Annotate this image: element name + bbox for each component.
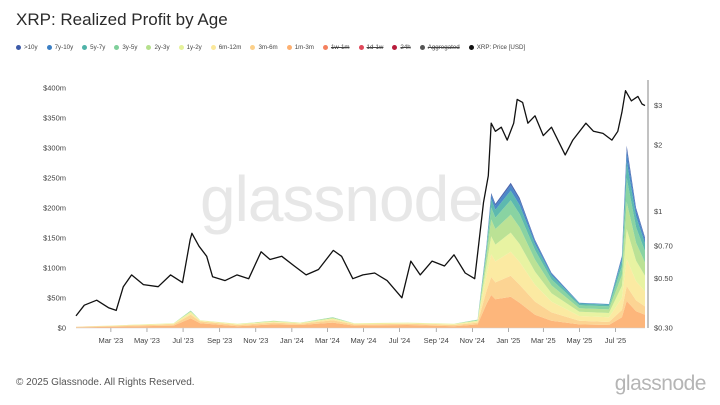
legend-label: 1d-1w bbox=[366, 44, 384, 51]
legend-label: 5y-7y bbox=[90, 44, 106, 51]
legend-label: 3y-5y bbox=[122, 44, 138, 51]
y-left-tick-label: $0 bbox=[58, 324, 66, 333]
x-tick-label: Mar '24 bbox=[315, 336, 340, 345]
legend-dot-icon bbox=[146, 45, 152, 50]
legend-label: 7y-10y bbox=[54, 44, 74, 51]
x-tick-label: May '23 bbox=[134, 336, 160, 345]
copyright-text: © 2025 Glassnode. All Rights Reserved. bbox=[16, 377, 195, 388]
x-tick-label: Sep '24 bbox=[424, 336, 449, 345]
x-tick-label: Mar '25 bbox=[531, 336, 556, 345]
y-left-tick-label: $200m bbox=[43, 204, 66, 213]
y-right-tick-label: $0.70 bbox=[654, 242, 673, 251]
x-tick-label: Mar '23 bbox=[99, 336, 124, 345]
legend-item[interactable]: 2y-3y bbox=[146, 44, 170, 51]
legend-item[interactable]: 5y-7y bbox=[82, 44, 105, 51]
legend-item[interactable]: 3m-6m bbox=[250, 44, 278, 51]
area-series-3m-6m bbox=[76, 275, 645, 328]
y-left-tick-label: $350m bbox=[43, 114, 66, 123]
x-tick-label: Jul '24 bbox=[389, 336, 410, 345]
area-series-6m-12m bbox=[76, 251, 645, 327]
x-tick-label: Nov '23 bbox=[243, 336, 268, 345]
y-right-tick-label: $1 bbox=[654, 207, 662, 216]
chart-title: XRP: Realized Profit by Age bbox=[16, 10, 228, 29]
legend-item[interactable]: Aggregated bbox=[419, 44, 460, 51]
legend-dot-icon bbox=[178, 45, 184, 50]
legend-item[interactable]: 1w-1m bbox=[322, 44, 350, 51]
price-line bbox=[75, 90, 646, 317]
legend-dot-icon bbox=[114, 45, 120, 50]
area-series-5y-7y bbox=[76, 161, 645, 327]
y-left-tick-label: $250m bbox=[43, 174, 66, 183]
legend-label: 3m-6m bbox=[258, 44, 278, 51]
x-tick-label: Sep '23 bbox=[207, 336, 232, 345]
legend-item[interactable]: 7y-10y bbox=[46, 44, 74, 51]
legend-item[interactable]: XRP: Price [USD] bbox=[468, 44, 526, 51]
y-right-tick-label: $3 bbox=[654, 101, 662, 110]
y-right-tick-label: $2 bbox=[654, 140, 662, 149]
glassnode-logo: glassnode bbox=[614, 372, 707, 395]
area-series-3y-5y bbox=[76, 178, 645, 327]
legend-item[interactable]: 6m-12m bbox=[210, 44, 242, 51]
x-tick-label: May '25 bbox=[566, 336, 592, 345]
y-left-tick-label: $50m bbox=[47, 294, 66, 303]
legend-item[interactable]: 1d-1w bbox=[358, 44, 384, 51]
legend-label: 1m-3m bbox=[294, 44, 314, 51]
x-tick-label: Jul '23 bbox=[172, 336, 193, 345]
legend-dot-icon bbox=[468, 45, 474, 50]
legend-item[interactable]: 24h bbox=[392, 44, 411, 51]
legend-dot-icon bbox=[46, 45, 52, 50]
legend-label: 24h bbox=[400, 44, 411, 51]
y-right-tick-label: $0.30 bbox=[654, 324, 673, 333]
x-tick-label: Jan '24 bbox=[280, 336, 304, 345]
legend-label: XRP: Price [USD] bbox=[476, 44, 526, 51]
legend-dot-icon bbox=[419, 45, 425, 50]
legend-item[interactable]: 3y-5y bbox=[114, 44, 137, 51]
legend-dot-icon bbox=[322, 45, 328, 50]
legend-dot-icon bbox=[286, 45, 292, 50]
y-left-tick-label: $300m bbox=[43, 144, 66, 153]
area-series-1y-2y bbox=[76, 229, 645, 327]
legend-dot-icon bbox=[16, 45, 21, 50]
x-tick-label: Nov '24 bbox=[460, 336, 485, 345]
legend-label: >10y bbox=[24, 44, 38, 51]
y-left-tick-label: $100m bbox=[43, 264, 66, 273]
legend-dot-icon bbox=[82, 45, 88, 50]
legend-label: 1w-1m bbox=[330, 44, 350, 51]
legend-dot-icon bbox=[210, 45, 216, 50]
x-tick-label: Jul '25 bbox=[605, 336, 626, 345]
legend-item[interactable]: 1y-2y bbox=[178, 44, 202, 51]
area-series-1m-3m bbox=[76, 295, 645, 328]
legend-label: 2y-3y bbox=[154, 44, 170, 51]
legend-item[interactable]: >10y bbox=[16, 44, 38, 51]
y-right-tick-label: $0.50 bbox=[654, 274, 673, 283]
y-left-tick-label: $400m bbox=[43, 84, 66, 93]
legend: >10y 7y-10y 5y-7y 3y-5y 2y-3y 1y-2y 6m-12m 3m-6… bbox=[16, 44, 534, 51]
legend-dot-icon bbox=[250, 45, 256, 50]
legend-dot-icon bbox=[358, 45, 364, 50]
legend-dot-icon bbox=[392, 45, 398, 50]
x-tick-label: Jan '25 bbox=[496, 336, 520, 345]
legend-label: 1y-2y bbox=[186, 44, 202, 51]
legend-item[interactable]: 1m-3m bbox=[286, 44, 314, 51]
y-left-tick-label: $150m bbox=[43, 234, 66, 243]
x-tick-label: May '24 bbox=[350, 336, 376, 345]
legend-label: Aggregated bbox=[427, 44, 460, 51]
area-series-2y-3y bbox=[76, 202, 645, 327]
legend-label: 6m-12m bbox=[218, 44, 242, 51]
